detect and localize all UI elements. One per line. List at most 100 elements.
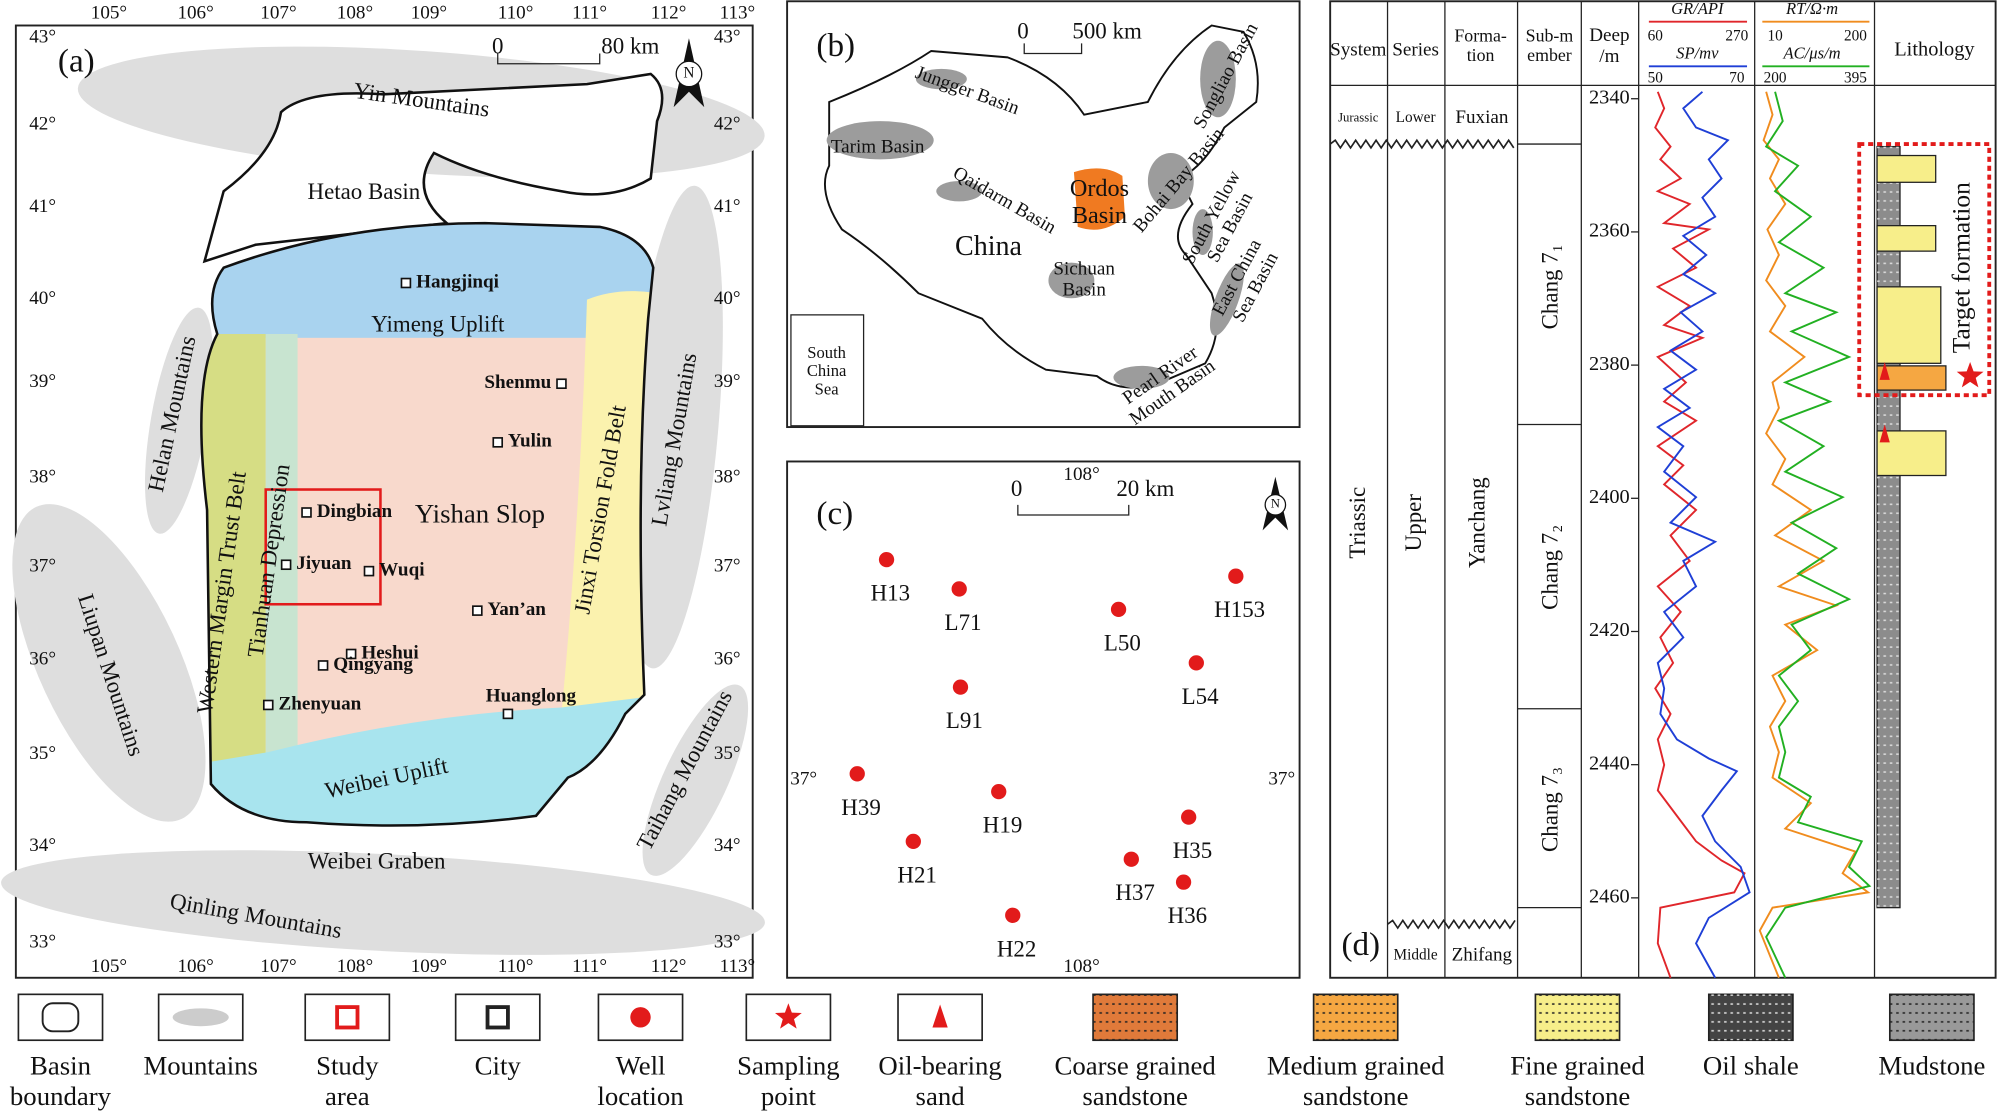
cell: Zhifang xyxy=(1452,944,1513,965)
longitude-label: 113° xyxy=(720,956,756,977)
well-label: L50 xyxy=(1104,630,1141,655)
city-label: Yan’an xyxy=(488,599,547,620)
sampling-point xyxy=(1956,362,1984,388)
well-marker xyxy=(849,766,865,782)
region-label-group: Yishan Slop xyxy=(415,498,545,528)
city-label-group: Wuqi xyxy=(379,560,425,581)
longitude-label-group: 111° xyxy=(572,2,607,23)
city-marker xyxy=(502,708,514,720)
city-label: Qingyang xyxy=(333,654,413,675)
depth-label: 2360 xyxy=(1589,220,1630,242)
city-marker xyxy=(262,699,274,711)
longitude-label: 111° xyxy=(572,956,607,977)
header-group: System xyxy=(1330,39,1386,60)
log-name: AC/μs/m xyxy=(1783,44,1841,63)
north-label: N xyxy=(683,64,694,81)
latitude-label-group: 42° xyxy=(714,113,741,134)
log-min-group: 60 xyxy=(1648,27,1664,44)
scale-label: 20 km xyxy=(1116,476,1174,501)
fine-sandstone xyxy=(1876,286,1942,364)
rt-curve xyxy=(1758,91,1871,979)
north-circle xyxy=(675,60,703,88)
cell: Fuxian xyxy=(1455,107,1509,128)
well-marker xyxy=(1123,851,1139,867)
latitude-label: 41° xyxy=(714,196,741,217)
legend-pattern xyxy=(1708,994,1793,1041)
legend-label: City xyxy=(475,1050,522,1080)
basin-shape xyxy=(936,181,983,202)
cell-group: Lower xyxy=(1396,109,1436,126)
mudstone-pattern xyxy=(1877,146,1901,908)
latitude-label: 35° xyxy=(29,743,56,764)
header: ember xyxy=(1527,45,1572,65)
legend-label: sandstone xyxy=(1082,1081,1188,1111)
latitude-label-group: 37° xyxy=(29,556,56,577)
latitude-label-group: 40° xyxy=(29,288,56,309)
header-group: Series xyxy=(1392,39,1439,60)
table-lines xyxy=(1330,1,1996,978)
well-marker xyxy=(905,833,921,850)
latitude-label-group: 39° xyxy=(29,371,56,392)
cell: Upper xyxy=(1401,494,1426,552)
log-min-group: 10 xyxy=(1767,27,1783,44)
legend-label: Mudstone xyxy=(1878,1050,1985,1080)
longitude-label: 106° xyxy=(177,956,213,977)
well-label: H13 xyxy=(871,581,911,606)
longitude-label-group: 110° xyxy=(498,956,534,977)
city-label-group: Yan’an xyxy=(488,599,547,620)
longitude-label: 112° xyxy=(651,956,687,977)
legend-pattern xyxy=(1093,994,1178,1041)
panel-c-frame xyxy=(786,460,1301,979)
city-marker xyxy=(472,605,483,616)
legend-label: Oil shale xyxy=(1703,1050,1799,1080)
city-label-group: Yulin xyxy=(508,431,552,452)
header: System xyxy=(1330,39,1386,60)
cell-group: Middle xyxy=(1394,947,1438,964)
well-label-group: H13 xyxy=(871,581,911,606)
latitude-label: 37° xyxy=(790,769,817,790)
latitude-label-group: 35° xyxy=(29,743,56,764)
longitude-label-group: 110° xyxy=(498,2,534,23)
legend-label: Mountains xyxy=(143,1050,258,1080)
legend-label-group: City xyxy=(475,1050,522,1080)
header: Sub-m xyxy=(1526,25,1574,45)
latitude-label: 36° xyxy=(714,649,741,670)
longitude-label-group: 107° xyxy=(260,2,296,23)
well-label: H19 xyxy=(983,813,1023,838)
cell-group: Chang 7₃ xyxy=(1537,767,1562,852)
city-marker xyxy=(280,559,292,571)
well-marker xyxy=(1175,874,1192,890)
latitude-label: 33° xyxy=(714,932,741,953)
region-label: Yishan Slop xyxy=(415,498,545,528)
latitude-label: 40° xyxy=(29,288,56,309)
log-name: GR/API xyxy=(1671,0,1725,18)
latitude-label-group: 34° xyxy=(714,835,741,856)
legend-label: Sampling xyxy=(737,1050,840,1080)
well-marker xyxy=(1228,568,1244,584)
log-max: 270 xyxy=(1725,27,1748,44)
header-group: Lithology xyxy=(1894,39,1975,61)
well-label-group: H36 xyxy=(1168,903,1208,928)
latitude-label: 37° xyxy=(1268,769,1295,790)
well-label: H22 xyxy=(997,936,1037,961)
basin-shape xyxy=(1209,263,1244,336)
latitude-label-group: 37° xyxy=(714,556,741,577)
basin-shape xyxy=(1192,209,1213,255)
gr-curve xyxy=(1654,91,1746,979)
city-label: Hangjinqi xyxy=(416,271,500,292)
cell-group: Chang 7₂ xyxy=(1537,525,1562,610)
longitude-label-group: 105° xyxy=(91,2,127,23)
log-min: 60 xyxy=(1648,27,1664,44)
latitude-label: 34° xyxy=(29,835,56,856)
well-label-group: L50 xyxy=(1104,630,1141,655)
well-label: L91 xyxy=(946,708,983,733)
city-marker xyxy=(556,378,567,390)
scale-bar xyxy=(1017,504,1130,516)
city-label: Dingbian xyxy=(317,501,393,522)
longitude-label: 108° xyxy=(337,956,373,977)
country-label: China xyxy=(955,231,1023,262)
